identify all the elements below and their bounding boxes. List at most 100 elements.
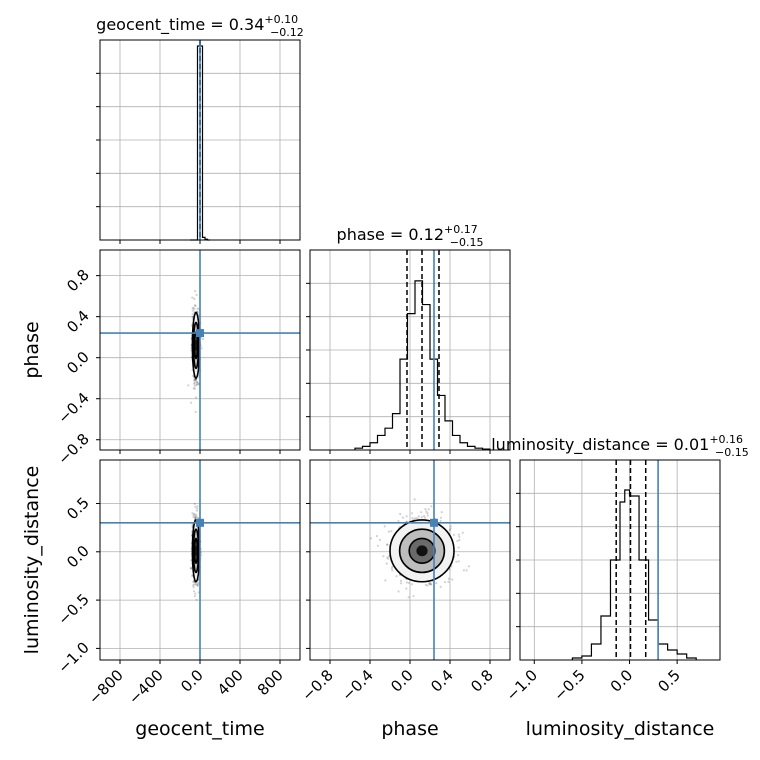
ytick-label-luminosity_distance-1: 0.0	[63, 542, 93, 572]
scatter-point	[194, 304, 197, 307]
scatter-point	[405, 515, 408, 518]
scatter-point	[194, 516, 197, 519]
xtick-label-luminosity_distance-1: −0.5	[550, 666, 588, 704]
scatter-point	[193, 595, 196, 598]
scatter-panel-geocent_time-vs-luminosity_distance: 0.5 0.0 −0.5 −1.0	[54, 459, 301, 677]
scatter-point	[194, 379, 197, 382]
scatter-point	[196, 382, 200, 385]
scatter-point	[430, 583, 433, 586]
scatter-point	[430, 505, 433, 508]
scatter-point	[192, 584, 195, 587]
scatter-point	[190, 401, 193, 404]
scatter-point	[449, 527, 452, 530]
scatter-point	[439, 585, 442, 589]
scatter-point	[467, 565, 470, 568]
scatter-geocent_time-vs-luminosity_distance-border	[99, 459, 301, 661]
scatter-point	[195, 513, 198, 516]
scatter-point	[192, 586, 195, 589]
scatter-point	[400, 582, 403, 585]
scatter-point	[447, 577, 450, 580]
ytick-label-phase-0: 0.8	[63, 266, 93, 296]
scatter-point	[425, 510, 428, 513]
scatter-point	[386, 556, 389, 559]
hist-title-luminosity_distance: luminosity_distance = 0.01+0.16 −0.15	[491, 433, 749, 459]
scatter-point	[449, 525, 452, 528]
scatter-point	[193, 304, 197, 307]
scatter-point	[378, 538, 382, 542]
scatter-point	[456, 539, 459, 543]
scatter-point	[405, 581, 408, 584]
scatter-point	[452, 533, 456, 537]
scatter-point	[191, 512, 194, 515]
scatter-point	[194, 505, 197, 509]
scatter-phase-vs-luminosity_distance-border	[309, 459, 511, 661]
scatter-point	[191, 309, 194, 312]
hist-panel-geocent_time: geocent_time = 0.34+0.10 −0.12	[96, 13, 304, 244]
scatter-point	[427, 582, 431, 585]
scatter-point	[458, 535, 461, 539]
scatter-point	[387, 557, 390, 560]
scatter-point	[465, 569, 468, 572]
scatter-point	[369, 537, 373, 540]
scatter-point	[193, 297, 196, 300]
xtick-label-luminosity_distance-3: 0.5	[654, 666, 684, 696]
scatter-point	[439, 516, 443, 519]
scatter-point	[387, 555, 390, 558]
scatter-point	[410, 583, 413, 586]
ytick-label-luminosity_distance-3: −1.0	[54, 639, 92, 677]
scatter-point	[397, 519, 400, 523]
scatter-point	[375, 535, 378, 538]
scatter-point	[193, 512, 196, 516]
scatter-point	[405, 587, 408, 590]
scatter-point	[382, 555, 385, 558]
scatter-point	[420, 516, 423, 519]
scatter-point	[194, 378, 197, 381]
scatter-point	[189, 567, 192, 570]
yaxis-label-phase: phase	[21, 321, 43, 378]
scatter-point	[415, 517, 419, 520]
scatter-point	[428, 583, 431, 586]
scatter-point	[195, 381, 198, 384]
scatter-point	[407, 581, 410, 585]
scatter-point	[391, 569, 394, 572]
scatter-point	[192, 580, 195, 584]
scatter-point	[193, 381, 196, 384]
scatter-point	[385, 562, 388, 565]
scatter-point	[390, 567, 393, 570]
scatter-point	[193, 387, 196, 390]
scatter-point	[193, 583, 196, 586]
density-contour-geocent_time-vs-luminosity_distance-3	[195, 545, 197, 557]
scatter-point	[451, 578, 454, 581]
truth-marker-geocent_time-vs-phase	[196, 329, 204, 338]
scatter-point	[413, 517, 417, 520]
scatter-point	[386, 543, 389, 547]
scatter-point	[461, 531, 464, 534]
scatter-point	[447, 580, 450, 584]
xtick-label-phase-4: 0.8	[467, 666, 497, 696]
scatter-point	[384, 579, 387, 582]
scatter-point	[429, 581, 432, 584]
scatter-point	[420, 511, 423, 514]
xtick-label-phase-3: 0.4	[427, 666, 457, 696]
scatter-point	[426, 584, 429, 587]
scatter-point	[457, 533, 460, 536]
scatter-point	[196, 584, 199, 587]
ytick-label-phase-2: 0.0	[63, 348, 93, 378]
scatter-point	[435, 582, 438, 585]
scatter-point	[194, 592, 197, 595]
scatter-point	[401, 516, 405, 519]
ytick-label-luminosity_distance-0: 0.5	[63, 494, 93, 524]
scatter-point	[412, 594, 415, 598]
ytick-label-phase-3: −0.4	[54, 389, 92, 427]
scatter-point	[457, 554, 460, 557]
scatter-point	[395, 575, 398, 578]
scatter-point	[196, 584, 199, 587]
scatter-point	[191, 307, 194, 310]
xtick-label-luminosity_distance-0: −1.0	[503, 666, 541, 704]
scatter-point	[422, 515, 426, 518]
scatter-point	[193, 379, 196, 382]
xtick-label-luminosity_distance-2: 0.0	[607, 666, 637, 696]
scatter-point	[417, 515, 420, 518]
scatter-point	[192, 514, 195, 517]
